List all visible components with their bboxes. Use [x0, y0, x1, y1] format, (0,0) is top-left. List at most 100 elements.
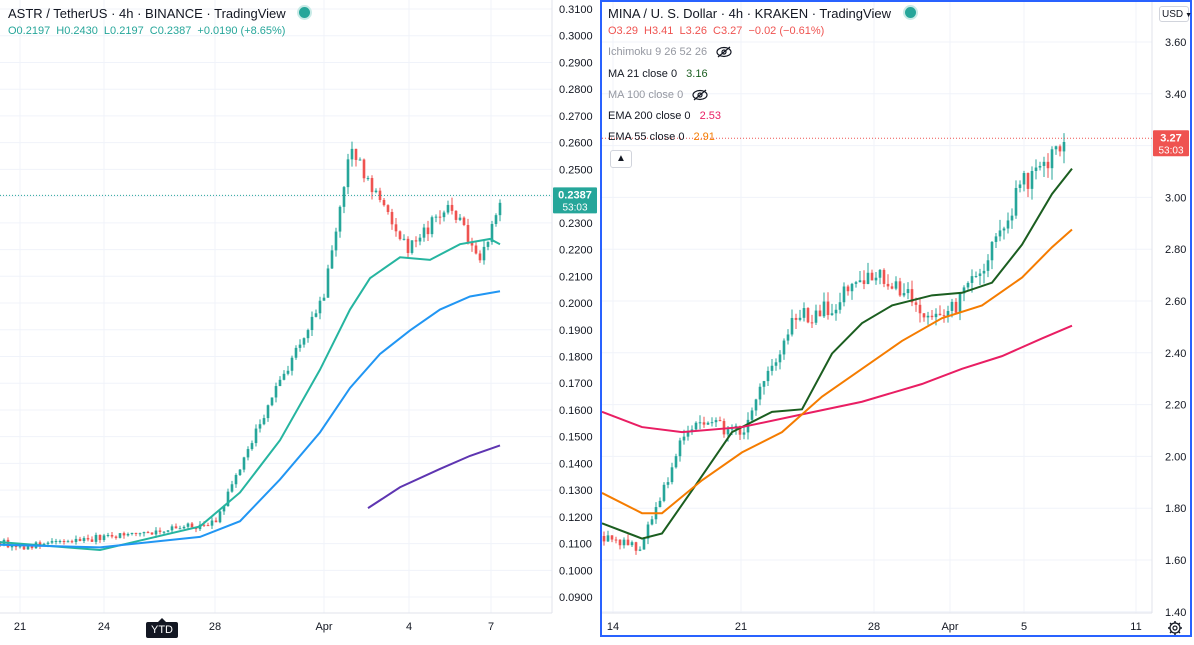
settings-gear-icon[interactable] — [1168, 621, 1182, 635]
currency-label: USD — [1162, 9, 1184, 20]
candle-body — [18, 546, 22, 548]
eye-hidden-icon[interactable] — [716, 46, 732, 58]
candle-body — [306, 330, 310, 339]
candle-body — [814, 310, 818, 323]
candle-body — [798, 317, 802, 320]
ichimoku-label: Ichimoku 9 26 52 26 — [608, 46, 708, 58]
mina-symbol-title[interactable]: MINA / U. S. Dollar · 4h · KRAKEN · Trad… — [608, 6, 891, 21]
candle-body — [346, 159, 350, 188]
mina-chart-pane[interactable]: 3.603.403.203.002.802.602.402.202.001.80… — [600, 0, 1194, 645]
astr-change: +0.0190 (+8.65%) — [197, 25, 286, 37]
candle-body — [838, 302, 842, 310]
candle-body — [706, 422, 710, 425]
candle-body — [826, 301, 830, 316]
candle-body — [234, 475, 238, 485]
candle-body — [998, 230, 1002, 237]
x-tick-label: 5 — [1021, 621, 1027, 633]
candle-body — [110, 534, 114, 537]
candle-body — [650, 519, 654, 525]
ytd-label[interactable]: YTD — [146, 618, 178, 638]
candle-body — [1030, 170, 1034, 189]
astr-chart-pane[interactable]: 0.3100 0.3000 0.2900 0.2800 0.2700 0.2600 0.25… — [0, 0, 600, 645]
mina-low: L3.26 — [679, 25, 707, 37]
astr-symbol-title[interactable]: ASTR / TetherUS · 4h · BINANCE · Trading… — [8, 6, 286, 21]
candle-body — [330, 250, 334, 269]
ema200-value: 2.53 — [699, 110, 722, 122]
candle-body — [178, 528, 182, 530]
y-tick-label: 0.1300 — [559, 485, 593, 497]
candle-body — [226, 491, 230, 507]
candle-body — [766, 370, 770, 382]
candle-body — [470, 241, 474, 246]
currency-select[interactable]: USD ▼ — [1159, 6, 1192, 22]
moving-average-line — [367, 444, 501, 509]
candle-body — [334, 231, 338, 251]
x-tick-label: 11 — [1130, 621, 1141, 633]
y-tick-label: 2.80 — [1165, 244, 1186, 256]
candle-body — [374, 190, 378, 193]
market-open-dot-icon — [297, 5, 313, 20]
y-tick-label: 0.1100 — [559, 539, 592, 551]
ichimoku-legend[interactable]: Ichimoku 9 26 52 26 — [608, 46, 732, 58]
candle-body — [894, 281, 898, 289]
candle-body — [230, 484, 234, 492]
x-tick-label: 21 — [735, 621, 747, 633]
candle-body — [370, 178, 374, 193]
candle-body — [678, 440, 682, 457]
candle-body — [54, 541, 58, 543]
ema55-legend[interactable]: EMA 55 close 0 2.91 — [608, 131, 715, 143]
last-price-value: 0.2387 — [558, 189, 592, 201]
candle-body — [1022, 173, 1026, 185]
candle-body — [114, 536, 118, 538]
gear-hub — [1172, 625, 1178, 631]
candle-body — [186, 523, 190, 527]
candle-body — [686, 431, 690, 437]
candle-body — [866, 272, 870, 284]
candle-body — [910, 289, 914, 303]
candle-body — [90, 539, 94, 542]
candle-body — [406, 238, 410, 253]
candle-body — [978, 273, 982, 276]
candle-body — [930, 315, 934, 318]
ma21-legend[interactable]: MA 21 close 0 3.16 — [608, 68, 708, 80]
y-tick-label: 1.40 — [1165, 607, 1186, 619]
candle-body — [630, 542, 634, 546]
x-tick-label: 14 — [607, 621, 619, 633]
candle-body — [262, 418, 266, 425]
eye-hidden-icon[interactable] — [692, 89, 708, 101]
candle-body — [242, 457, 246, 470]
mina-header: MINA / U. S. Dollar · 4h · KRAKEN · Trad… — [608, 5, 918, 21]
candle-body — [390, 211, 394, 225]
y-tick-label: 0.2000 — [559, 298, 593, 310]
ma21-value: 3.16 — [686, 68, 708, 80]
candle-body — [982, 270, 986, 274]
astr-chart-svg[interactable]: 0.3100 0.3000 0.2900 0.2800 0.2700 0.2600 0.25… — [0, 0, 600, 645]
mina-chart-svg[interactable]: 3.603.403.203.002.802.602.402.202.001.80… — [600, 0, 1194, 645]
candle-body — [394, 224, 398, 232]
x-tick-label: 4 — [406, 621, 412, 633]
candle-body — [950, 301, 954, 311]
ma100-legend[interactable]: MA 100 close 0 — [608, 89, 708, 101]
candle-body — [366, 178, 370, 180]
candle-body — [790, 317, 794, 335]
candle-body — [870, 272, 874, 281]
x-tick-label: 28 — [868, 621, 880, 633]
ema200-legend[interactable]: EMA 200 close 0 2.53 — [608, 110, 721, 122]
y-tick-label: 0.2500 — [559, 164, 593, 176]
candle-body — [46, 542, 50, 544]
astr-header: ASTR / TetherUS · 4h · BINANCE · Trading… — [8, 5, 313, 21]
candle-body — [658, 500, 662, 508]
y-tick-label: 1.80 — [1165, 503, 1186, 515]
legend-collapse-button[interactable]: ▲ — [610, 150, 632, 168]
candle-body — [162, 531, 166, 533]
candle-body — [842, 286, 846, 303]
candle-body — [666, 482, 670, 485]
gear-tooth — [1178, 622, 1181, 625]
candle-body — [830, 313, 834, 316]
countdown-timer: 53:03 — [562, 202, 587, 213]
candle-body — [290, 357, 294, 371]
candle-body — [874, 277, 878, 281]
candle-body — [1014, 187, 1018, 216]
candle-body — [130, 532, 134, 535]
candle-body — [718, 420, 722, 422]
